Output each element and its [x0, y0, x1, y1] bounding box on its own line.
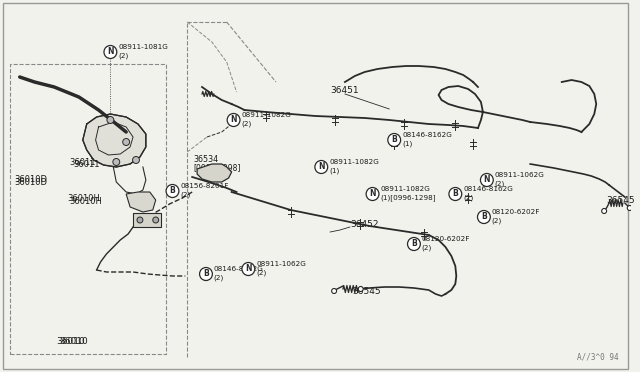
Text: (2): (2) — [214, 275, 224, 281]
Circle shape — [481, 173, 493, 186]
Text: B: B — [391, 135, 397, 144]
Text: N: N — [318, 162, 324, 171]
Text: 08120-6202F: 08120-6202F — [492, 209, 540, 215]
Circle shape — [602, 208, 607, 214]
Circle shape — [477, 211, 490, 224]
Text: 36010D: 36010D — [14, 174, 47, 183]
Text: 36545: 36545 — [606, 196, 635, 205]
Text: 08911-1082G: 08911-1082G — [329, 159, 379, 165]
Text: 08146-8162G: 08146-8162G — [463, 186, 513, 192]
Text: (1): (1) — [329, 168, 339, 174]
Text: [0996-1298]: [0996-1298] — [193, 164, 241, 173]
Circle shape — [449, 187, 461, 201]
Text: 36451: 36451 — [331, 86, 359, 94]
Circle shape — [358, 286, 363, 292]
Text: 36010H: 36010H — [67, 193, 100, 202]
Text: N: N — [484, 175, 490, 184]
Polygon shape — [197, 164, 232, 182]
Text: 36010H: 36010H — [69, 196, 102, 205]
Circle shape — [242, 263, 255, 276]
Text: (2): (2) — [118, 53, 129, 59]
Text: N: N — [230, 115, 237, 124]
Circle shape — [388, 134, 401, 147]
Text: 36010: 36010 — [56, 337, 85, 346]
Circle shape — [315, 160, 328, 173]
Circle shape — [227, 113, 240, 126]
Polygon shape — [83, 114, 146, 167]
Text: 36452: 36452 — [350, 219, 378, 228]
Text: 36545: 36545 — [352, 288, 380, 296]
Text: B: B — [481, 212, 487, 221]
Text: N: N — [369, 189, 376, 198]
Text: 36011: 36011 — [73, 160, 99, 169]
Polygon shape — [126, 192, 156, 212]
Text: 08911-1082G: 08911-1082G — [380, 186, 430, 192]
Text: (2): (2) — [463, 195, 474, 201]
Text: B: B — [411, 239, 417, 248]
Bar — [133, 213, 161, 227]
Text: 08146-8162G: 08146-8162G — [214, 266, 264, 272]
Text: B: B — [170, 186, 175, 195]
Circle shape — [107, 116, 114, 124]
Text: (2): (2) — [422, 245, 432, 251]
Text: B: B — [203, 269, 209, 278]
Text: 08911-1082G: 08911-1082G — [241, 112, 291, 118]
Text: N: N — [245, 264, 252, 273]
Text: 08911-1062G: 08911-1062G — [256, 261, 306, 267]
Text: 36011: 36011 — [69, 157, 95, 167]
Text: 08120-6202F: 08120-6202F — [422, 236, 470, 242]
Circle shape — [104, 45, 116, 58]
Text: 08911-1062G: 08911-1062G — [495, 172, 545, 178]
Text: A//3^0 94: A//3^0 94 — [577, 353, 619, 362]
Circle shape — [408, 237, 420, 250]
Circle shape — [123, 138, 129, 145]
Text: 36010D: 36010D — [14, 177, 47, 186]
Text: (1): (1) — [402, 141, 412, 147]
Circle shape — [166, 185, 179, 198]
Text: (2): (2) — [256, 270, 266, 276]
Circle shape — [366, 187, 379, 201]
Circle shape — [132, 157, 140, 164]
Text: 36010: 36010 — [60, 337, 88, 346]
Circle shape — [108, 50, 113, 54]
Circle shape — [153, 217, 159, 223]
Circle shape — [332, 289, 337, 294]
Text: (2): (2) — [495, 181, 505, 187]
Text: (2): (2) — [492, 218, 502, 224]
Text: 08146-8162G: 08146-8162G — [402, 132, 452, 138]
Text: 08156-8201F: 08156-8201F — [180, 183, 228, 189]
Text: (2): (2) — [180, 192, 191, 198]
Text: (1)[0996-1298]: (1)[0996-1298] — [380, 195, 436, 201]
Circle shape — [200, 267, 212, 280]
Text: 08911-1081G: 08911-1081G — [118, 44, 168, 50]
Circle shape — [137, 217, 143, 223]
Circle shape — [113, 158, 120, 166]
Text: B: B — [452, 189, 458, 198]
Text: 36534: 36534 — [193, 154, 218, 164]
Circle shape — [627, 205, 632, 211]
Text: N: N — [107, 47, 114, 56]
Text: (2): (2) — [241, 121, 252, 127]
